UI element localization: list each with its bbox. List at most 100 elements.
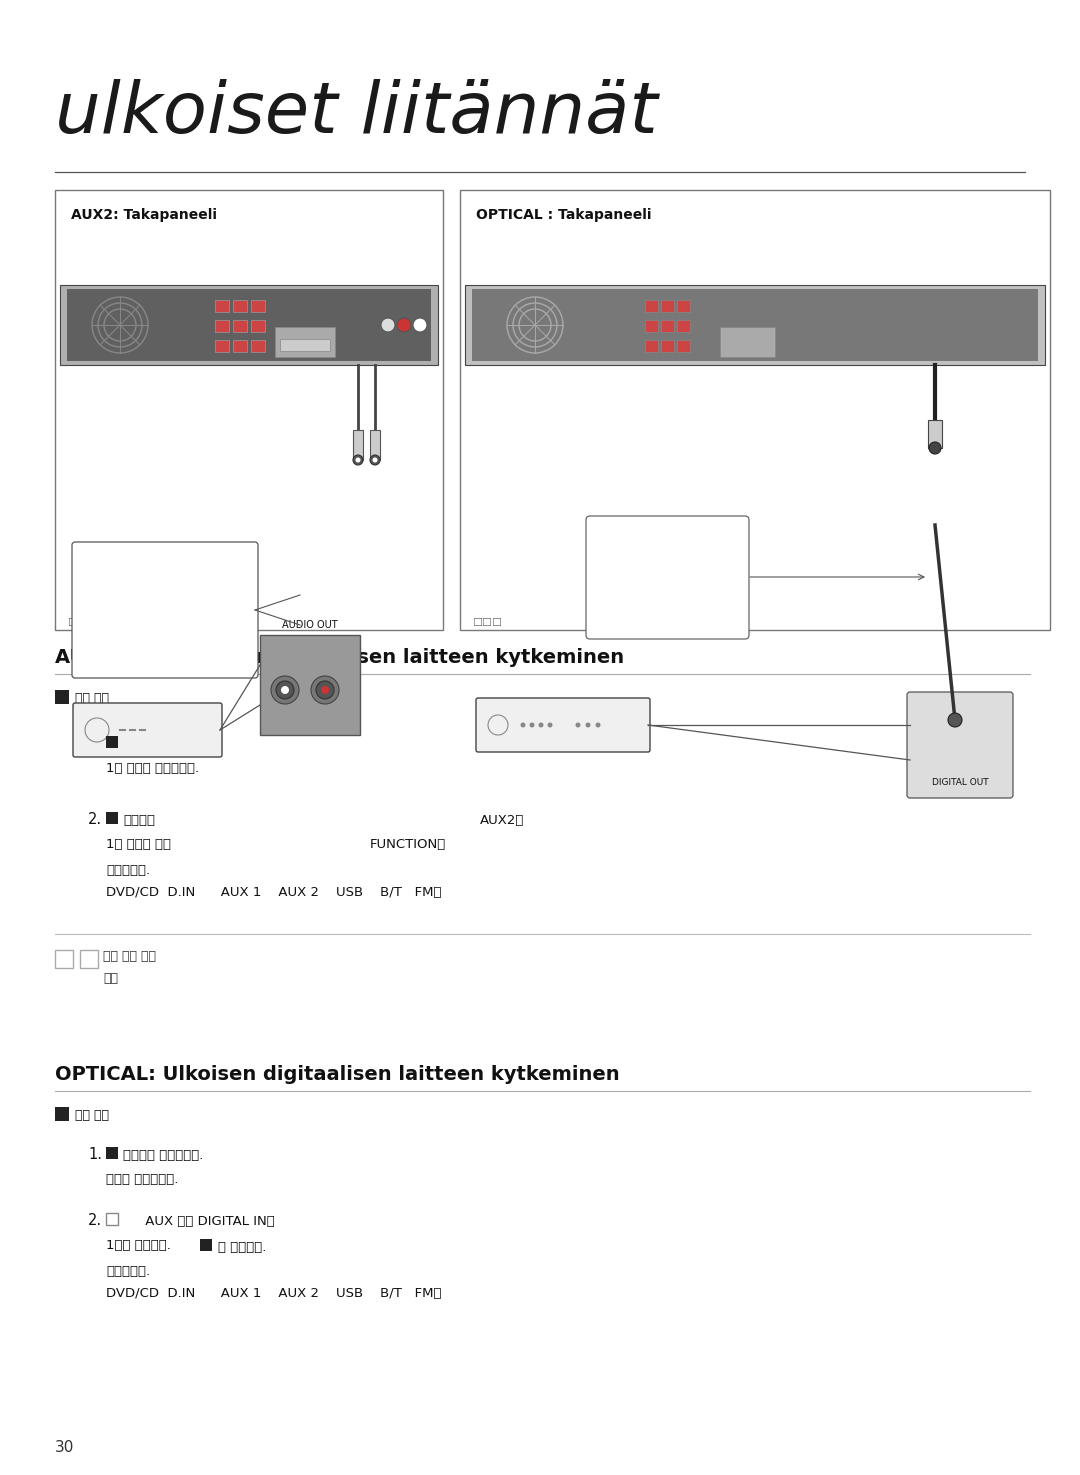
Text: ━━: ━━	[610, 544, 623, 555]
Circle shape	[370, 454, 380, 465]
Bar	[465, 285, 1045, 364]
Bar	[106, 813, 118, 825]
Circle shape	[397, 319, 411, 332]
Text: 를 누릅니다.: 를 누릅니다.	[218, 1240, 267, 1254]
Text: DVD/CD  D.IN      AUX 1    AUX 2    USB    B/T   FM을: DVD/CD D.IN AUX 1 AUX 2 USB B/T FM을	[106, 1288, 442, 1299]
Circle shape	[316, 681, 334, 699]
Text: ━━: ━━	[610, 577, 623, 587]
Text: ███: ███	[85, 587, 109, 597]
Text: ulkoiset liitännät: ulkoiset liitännät	[55, 80, 658, 148]
Bar	[55, 690, 69, 704]
Bar	[260, 636, 360, 735]
Text: 1번을 누릅니다.: 1번을 누릅니다.	[106, 1239, 171, 1252]
Bar	[80, 950, 98, 968]
Bar	[645, 320, 658, 332]
Bar	[215, 299, 229, 313]
Bar	[60, 285, 438, 364]
Bar	[215, 341, 229, 353]
Text: L: L	[265, 717, 270, 727]
Circle shape	[576, 723, 581, 727]
Text: 리모컨의: 리모컨의	[123, 814, 156, 827]
Bar	[677, 320, 690, 332]
Text: ☐☐☐: ☐☐☐	[472, 618, 502, 628]
Circle shape	[529, 723, 535, 727]
Text: OPTICAL: Ulkoisen digitaalisen laitteen kytkeminen: OPTICAL: Ulkoisen digitaalisen laitteen …	[55, 1065, 620, 1084]
Bar	[55, 950, 73, 968]
Bar	[677, 341, 690, 353]
Text: 케이블을 연결합니다.: 케이블을 연결합니다.	[123, 1149, 203, 1162]
Bar	[472, 289, 1038, 361]
Text: AUX 또는 DIGITAL IN을: AUX 또는 DIGITAL IN을	[124, 1215, 274, 1229]
Text: 1.: 1.	[87, 736, 102, 751]
Circle shape	[271, 676, 299, 704]
Circle shape	[321, 686, 329, 695]
Bar	[275, 327, 335, 357]
Text: DIGITAL OUT: DIGITAL OUT	[932, 777, 988, 788]
Text: ▲ ██: ▲ ██	[85, 631, 112, 642]
Text: ☐☐: ☐☐	[67, 618, 87, 628]
Bar	[720, 327, 775, 357]
Circle shape	[929, 442, 941, 454]
Text: 1.: 1.	[87, 1148, 102, 1162]
Bar	[370, 431, 380, 460]
Bar	[106, 1212, 118, 1226]
Text: AUX2: Ulkopuolisen analogisen laitteen kytkeminen: AUX2: Ulkopuolisen analogisen laitteen k…	[55, 648, 624, 667]
Bar	[233, 320, 247, 332]
Circle shape	[413, 319, 427, 332]
Text: DVD/CD  D.IN      AUX 1    AUX 2    USB    B/T   FM을: DVD/CD D.IN AUX 1 AUX 2 USB B/T FM을	[106, 886, 442, 898]
Bar	[677, 299, 690, 313]
Circle shape	[381, 319, 395, 332]
Text: ···: ···	[160, 724, 172, 736]
Bar	[233, 341, 247, 353]
Text: AUX2를: AUX2를	[480, 814, 525, 827]
Text: AUX2: Takapaneeli: AUX2: Takapaneeli	[71, 208, 217, 223]
Text: 선택합니다.: 선택합니다.	[106, 864, 150, 878]
Text: R: R	[335, 717, 342, 727]
Text: 선택합니다.: 선택합니다.	[106, 1266, 150, 1277]
Text: 30: 30	[55, 1440, 75, 1454]
Bar	[645, 299, 658, 313]
FancyBboxPatch shape	[586, 516, 750, 639]
Text: FUNCTION을: FUNCTION을	[370, 838, 446, 851]
Text: 1번 버튼을 눌러: 1번 버튼을 눌러	[106, 838, 171, 851]
Text: 2.: 2.	[87, 1212, 103, 1229]
Text: AUDIO OUT: AUDIO OUT	[282, 620, 338, 630]
Text: 내용: 내용	[103, 972, 118, 985]
Circle shape	[539, 723, 543, 727]
Bar	[661, 320, 674, 332]
Circle shape	[521, 723, 526, 727]
Circle shape	[585, 723, 591, 727]
FancyBboxPatch shape	[476, 698, 650, 752]
Bar	[233, 299, 247, 313]
Bar	[280, 339, 330, 351]
Text: 참고 사항 내용: 참고 사항 내용	[103, 950, 156, 963]
Bar	[55, 1108, 69, 1121]
FancyBboxPatch shape	[73, 704, 222, 757]
Text: ███▼: ███▼	[85, 653, 117, 664]
Text: □: □	[610, 609, 621, 620]
Bar	[106, 736, 118, 748]
Bar	[251, 320, 265, 332]
Text: ■ ████: ■ ████	[85, 565, 130, 575]
Bar	[200, 1239, 212, 1251]
Bar	[661, 299, 674, 313]
Bar	[251, 299, 265, 313]
Bar	[215, 320, 229, 332]
Bar	[353, 431, 363, 460]
Bar	[661, 341, 674, 353]
Text: 참고 사항: 참고 사항	[75, 692, 109, 705]
Text: 단자에 연결합니다.: 단자에 연결합니다.	[106, 1173, 178, 1186]
Text: 2.: 2.	[87, 813, 103, 827]
Text: 케이블을 연결합니다.: 케이블을 연결합니다.	[123, 738, 203, 751]
Circle shape	[353, 454, 363, 465]
Bar	[67, 289, 431, 361]
Circle shape	[373, 457, 378, 463]
Circle shape	[595, 723, 600, 727]
Bar	[645, 341, 658, 353]
Bar	[55, 190, 443, 630]
Circle shape	[548, 723, 553, 727]
Circle shape	[355, 457, 361, 463]
Text: ████: ████	[85, 609, 117, 620]
Circle shape	[311, 676, 339, 704]
Bar	[928, 420, 942, 448]
